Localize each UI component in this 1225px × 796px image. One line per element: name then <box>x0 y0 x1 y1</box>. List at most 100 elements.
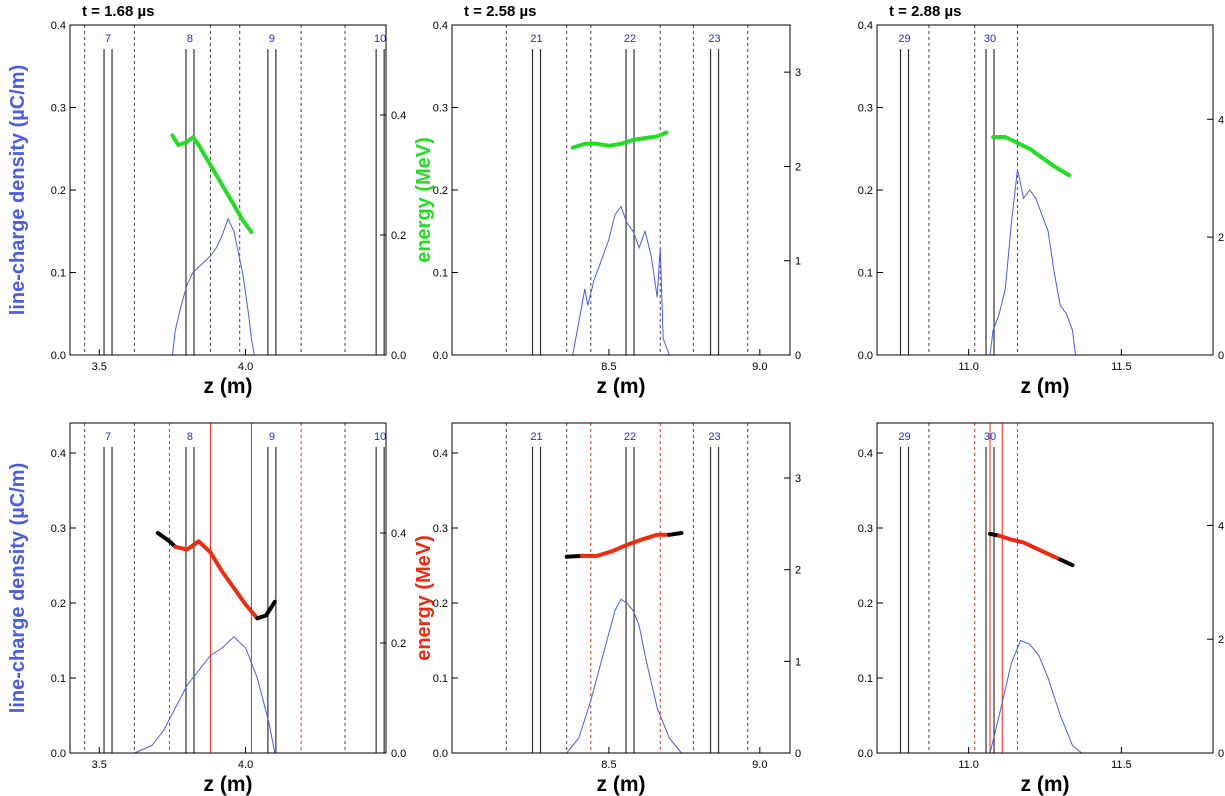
x-tick-label: 9.0 <box>752 361 767 373</box>
line-charge-density-curve <box>877 639 1213 754</box>
y-tick-label: 0.3 <box>858 523 873 535</box>
x-axis-label: z (m) <box>597 375 646 398</box>
cell-number-label: 7 <box>105 33 111 45</box>
y-tick-label: 0.1 <box>51 673 66 685</box>
y-tick-label: 0.3 <box>433 103 448 115</box>
y2-tick-label: 2 <box>1218 232 1224 244</box>
y-tick-label: 0.0 <box>858 350 873 362</box>
x-tick-label: 11.5 <box>1111 759 1132 771</box>
x-tick-label: 11.5 <box>1111 361 1132 373</box>
y-tick-label: 0.4 <box>433 448 448 460</box>
cell-number-label: 29 <box>898 33 910 45</box>
y2-tick-label: 0.2 <box>391 230 406 242</box>
line-charge-density-curve <box>70 217 386 356</box>
y2-tick-label: 4 <box>1218 114 1224 126</box>
x-tick-label: 11.0 <box>958 361 979 373</box>
y-tick-label: 0.2 <box>433 598 448 610</box>
x-tick-label: 4.0 <box>238 361 253 373</box>
cell-number-label: 10 <box>374 431 386 443</box>
cell-number-label: 22 <box>624 33 636 45</box>
x-tick-label: 4.0 <box>238 759 253 771</box>
y-axis-label: line-charge density (µC/m) <box>7 463 29 713</box>
y-tick-label: 0.3 <box>858 103 873 115</box>
cell-number-label: 22 <box>624 431 636 443</box>
y-tick-label: 0.2 <box>433 185 448 197</box>
y2-tick-label: 0 <box>1218 748 1224 760</box>
y-axis-label: line-charge density (µC/m) <box>7 65 29 315</box>
energy-curve <box>255 599 277 621</box>
x-axis-label: z (m) <box>204 375 253 398</box>
y-tick-label: 0.1 <box>433 268 448 280</box>
y2-tick-label: 0 <box>795 748 801 760</box>
x-tick-label: 8.5 <box>601 361 616 373</box>
cell-number-label: 8 <box>187 431 193 443</box>
cell-number-label: 8 <box>187 33 193 45</box>
energy-curve <box>997 533 1063 562</box>
y-tick-label: 0.4 <box>858 20 873 32</box>
y2-tick-label: 3 <box>795 473 801 485</box>
y-tick-label: 0.4 <box>51 20 66 32</box>
y-tick-label: 0.0 <box>433 350 448 362</box>
plot-frame <box>69 24 387 356</box>
y2-tick-label: 3 <box>795 67 801 79</box>
cell-number-label: 9 <box>269 431 275 443</box>
y2-tick-label: 2 <box>1218 634 1224 646</box>
panel-title: t = 1.68 µs <box>82 3 154 20</box>
y2-tick-label: 0 <box>795 350 801 362</box>
x-axis-label: z (m) <box>1021 375 1070 398</box>
y-tick-label: 0.0 <box>51 350 66 362</box>
cell-number-label: 23 <box>708 33 720 45</box>
cell-number-label: 30 <box>984 33 996 45</box>
y-tick-label: 0.3 <box>433 523 448 535</box>
x-tick-label: 3.5 <box>92 759 107 771</box>
y2-axis-label: energy (MeV) <box>413 535 435 661</box>
x-axis-label: z (m) <box>204 773 253 796</box>
y2-tick-label: 1 <box>795 256 801 268</box>
y-tick-label: 0.2 <box>51 185 66 197</box>
y-tick-label: 0.1 <box>433 673 448 685</box>
y2-tick-label: 0.2 <box>391 638 406 650</box>
y2-tick-label: 2 <box>795 161 801 173</box>
plot-frame <box>451 24 791 356</box>
energy-curve <box>1058 557 1075 568</box>
energy-curve <box>155 531 178 549</box>
x-tick-label: 11.0 <box>958 759 979 771</box>
line-charge-density-curve <box>877 169 1213 356</box>
energy-curve <box>991 135 1072 178</box>
y-tick-label: 0.2 <box>858 598 873 610</box>
y2-tick-label: 4 <box>1218 520 1224 532</box>
line-charge-density-curve <box>70 636 386 754</box>
y-tick-label: 0.2 <box>51 598 66 610</box>
x-axis-label: z (m) <box>1021 773 1070 796</box>
x-tick-label: 8.5 <box>601 759 616 771</box>
y-tick-label: 0.3 <box>51 523 66 535</box>
y-tick-label: 0.3 <box>51 103 66 115</box>
y2-tick-label: 2 <box>795 565 801 577</box>
x-axis-label: z (m) <box>597 773 646 796</box>
plot-frame <box>69 422 387 754</box>
y2-tick-label: 1 <box>795 656 801 668</box>
energy-curve <box>579 532 672 558</box>
panel-title: t = 2.88 µs <box>889 3 961 20</box>
cell-number-label: 7 <box>105 431 111 443</box>
panel-title: t = 2.58 µs <box>464 3 536 20</box>
y-tick-label: 0.4 <box>51 448 66 460</box>
line-charge-density-curve <box>452 598 790 754</box>
plot-frame <box>876 422 1214 754</box>
plot-frame <box>451 422 791 754</box>
y2-tick-label: 0.0 <box>391 748 406 760</box>
energy-curve <box>173 539 260 621</box>
cell-number-label: 21 <box>530 33 542 45</box>
y-tick-label: 0.1 <box>858 268 873 280</box>
y-tick-label: 0.1 <box>51 268 66 280</box>
x-tick-label: 9.0 <box>752 759 767 771</box>
y2-axis-label: energy (MeV) <box>413 137 435 263</box>
y-tick-label: 0.4 <box>433 20 448 32</box>
cell-number-label: 10 <box>374 33 386 45</box>
y-tick-label: 0.2 <box>858 185 873 197</box>
cell-number-label: 23 <box>708 431 720 443</box>
x-tick-label: 3.5 <box>92 361 107 373</box>
y2-tick-label: 0.4 <box>391 528 406 540</box>
y2-tick-label: 0.4 <box>391 110 406 122</box>
